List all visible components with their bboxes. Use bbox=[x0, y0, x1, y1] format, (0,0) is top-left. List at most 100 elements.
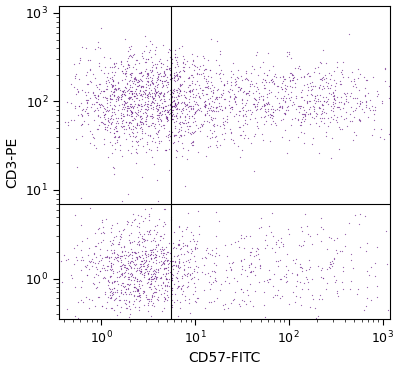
Point bbox=[189, 51, 195, 57]
Point bbox=[222, 278, 228, 284]
Point bbox=[131, 101, 138, 106]
Point bbox=[246, 264, 252, 270]
Point bbox=[293, 106, 299, 112]
Point bbox=[266, 101, 272, 107]
Point bbox=[227, 93, 234, 99]
Point bbox=[239, 147, 246, 152]
Point bbox=[124, 105, 130, 111]
Point bbox=[136, 90, 143, 96]
Point bbox=[156, 56, 163, 62]
Point bbox=[152, 87, 158, 93]
Point bbox=[123, 73, 130, 79]
Point bbox=[332, 279, 338, 285]
Point bbox=[115, 96, 122, 102]
Point bbox=[204, 134, 210, 139]
Point bbox=[170, 244, 177, 250]
Point bbox=[382, 65, 388, 70]
Point bbox=[150, 99, 156, 105]
Point bbox=[112, 69, 118, 75]
Point bbox=[132, 255, 139, 260]
Point bbox=[104, 299, 110, 305]
Point bbox=[313, 315, 320, 321]
Point bbox=[188, 79, 195, 85]
Point bbox=[210, 260, 217, 266]
Point bbox=[186, 73, 192, 79]
Point bbox=[218, 281, 224, 287]
Point bbox=[317, 215, 324, 221]
Point bbox=[184, 156, 190, 162]
Point bbox=[304, 223, 310, 229]
Point bbox=[144, 107, 151, 113]
Point bbox=[193, 263, 199, 269]
Point bbox=[214, 144, 220, 150]
Point bbox=[295, 118, 301, 124]
Point bbox=[193, 108, 199, 114]
Point bbox=[161, 250, 168, 256]
Point bbox=[163, 276, 169, 282]
Point bbox=[240, 108, 247, 114]
Point bbox=[144, 112, 150, 118]
Point bbox=[135, 83, 142, 89]
Point bbox=[254, 106, 260, 112]
Point bbox=[208, 129, 215, 135]
Point bbox=[248, 269, 254, 275]
Point bbox=[124, 282, 130, 288]
Point bbox=[323, 133, 329, 139]
Point bbox=[150, 80, 156, 86]
Point bbox=[278, 276, 284, 282]
Point bbox=[320, 226, 327, 232]
Point bbox=[138, 92, 144, 98]
Point bbox=[101, 88, 108, 94]
Point bbox=[172, 102, 178, 108]
Point bbox=[160, 294, 167, 300]
Point bbox=[128, 74, 135, 80]
Point bbox=[131, 93, 138, 99]
Point bbox=[177, 305, 183, 311]
Point bbox=[142, 259, 148, 265]
Point bbox=[242, 267, 249, 273]
Point bbox=[331, 96, 337, 102]
Point bbox=[272, 122, 279, 128]
Point bbox=[167, 101, 173, 106]
Point bbox=[115, 93, 121, 99]
Point bbox=[254, 103, 260, 109]
Point bbox=[188, 105, 194, 111]
Point bbox=[320, 74, 326, 80]
Point bbox=[160, 104, 166, 110]
Point bbox=[208, 79, 214, 85]
Point bbox=[337, 106, 344, 112]
Point bbox=[121, 98, 127, 104]
Point bbox=[182, 94, 188, 100]
Point bbox=[310, 135, 316, 141]
Point bbox=[122, 289, 128, 295]
Point bbox=[174, 89, 180, 95]
Point bbox=[180, 56, 187, 62]
Point bbox=[172, 100, 178, 106]
Point bbox=[123, 119, 129, 125]
Point bbox=[378, 127, 384, 132]
Point bbox=[123, 301, 130, 307]
Point bbox=[108, 280, 115, 286]
Point bbox=[334, 119, 340, 125]
Point bbox=[252, 104, 258, 109]
Point bbox=[214, 94, 220, 100]
Point bbox=[261, 101, 267, 106]
Point bbox=[219, 121, 226, 127]
Point bbox=[278, 104, 285, 109]
Point bbox=[266, 67, 272, 73]
Point bbox=[299, 111, 306, 117]
Point bbox=[256, 262, 263, 268]
Point bbox=[127, 107, 134, 113]
Point bbox=[91, 274, 97, 280]
Point bbox=[154, 241, 161, 247]
Point bbox=[206, 101, 212, 106]
Point bbox=[156, 105, 162, 111]
Point bbox=[241, 135, 248, 141]
Point bbox=[213, 108, 220, 114]
Point bbox=[175, 253, 182, 259]
Point bbox=[138, 104, 144, 109]
Point bbox=[294, 271, 300, 277]
Point bbox=[174, 55, 180, 60]
Point bbox=[187, 256, 193, 262]
Point bbox=[330, 112, 337, 118]
